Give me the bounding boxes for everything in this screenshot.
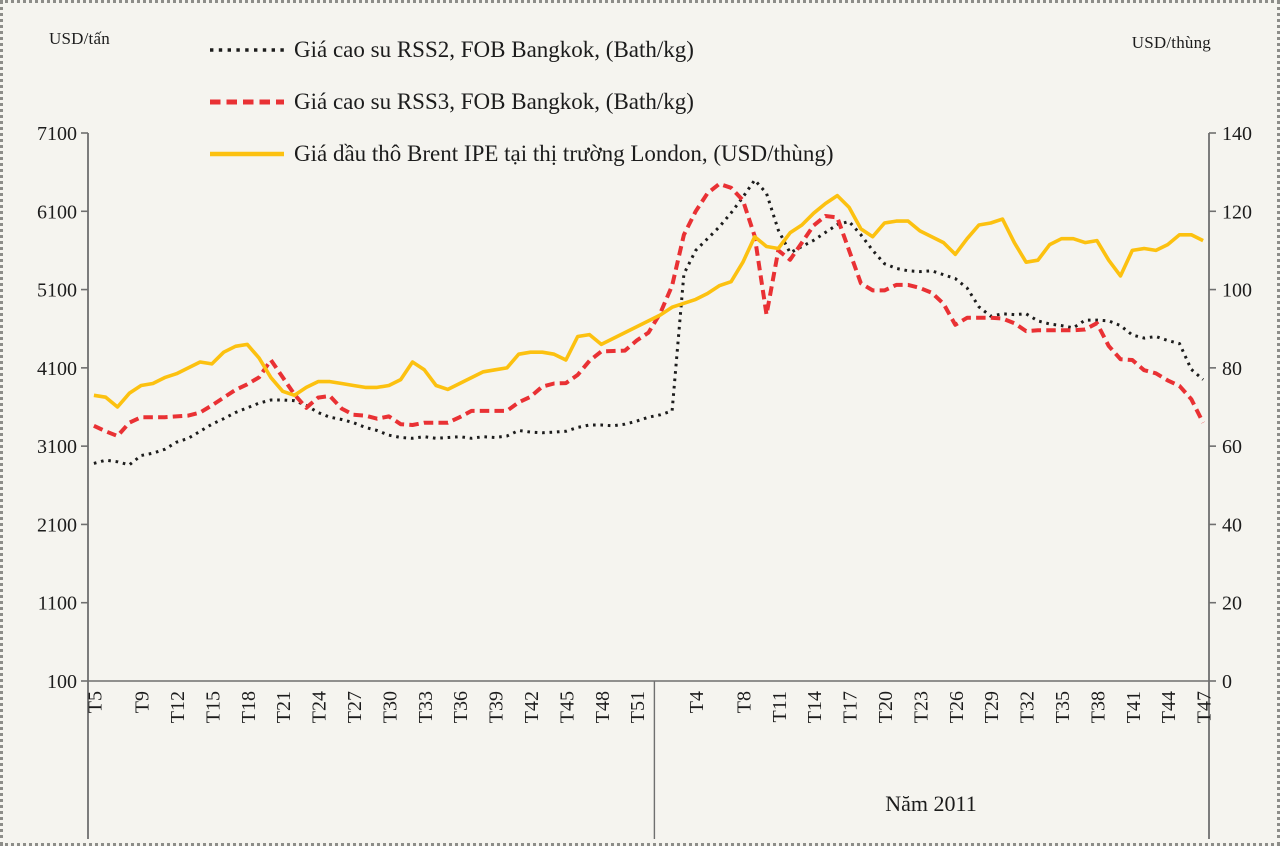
- legend-item-rss2: Giá cao su RSS2, FOB Bangkok, (Bath/kg): [208, 37, 694, 63]
- x-axis-tick-label: T36: [450, 691, 472, 723]
- right-axis-tick-label: 100: [1222, 280, 1252, 302]
- x-axis-tick-label: T41: [1123, 691, 1145, 723]
- right-axis-tick-label: 0: [1222, 671, 1232, 693]
- x-axis-tick-label: T48: [592, 691, 614, 723]
- left-axis-title: USD/tấn: [49, 29, 110, 48]
- right-axis-tick-label: 60: [1222, 436, 1242, 458]
- left-axis-tick-label: 2100: [37, 514, 77, 536]
- right-axis-title: USD/thùng: [1131, 33, 1211, 52]
- x-axis-tick-label: T5: [84, 691, 106, 713]
- x-axis-tick-label: T14: [804, 691, 826, 723]
- x-axis-tick-label: T12: [167, 691, 189, 723]
- x-axis-tick-label: T39: [486, 691, 508, 723]
- x-axis-tick-label: T30: [379, 691, 401, 723]
- x-axis-tick-label: T38: [1087, 691, 1109, 723]
- year-2011-group-label: Năm 2011: [885, 791, 977, 816]
- left-axis-tick-label: 6100: [37, 201, 77, 223]
- dashed-line-swatch-icon: [210, 99, 284, 105]
- right-axis-tick-label: 40: [1222, 514, 1242, 536]
- legend-label-rss3: Giá cao su RSS3, FOB Bangkok, (Bath/kg): [294, 89, 694, 114]
- x-axis-tick-label: T11: [769, 691, 791, 722]
- right-axis-tick-label: 140: [1222, 123, 1252, 145]
- series-line-rss3: [93, 181, 1205, 438]
- right-axis-tick-label: 80: [1222, 358, 1242, 380]
- x-axis-tick-label: T8: [733, 691, 755, 713]
- x-axis-tick-label: T4: [686, 691, 708, 713]
- series-line-rss2: [93, 178, 1205, 467]
- x-axis-tick-label: T47: [1194, 691, 1216, 723]
- x-axis-tick-label: T44: [1158, 691, 1180, 723]
- left-axis-tick-label: 100: [47, 671, 77, 693]
- x-axis-tick-label: T26: [946, 691, 968, 723]
- dotted-line-swatch-icon: [210, 48, 284, 52]
- x-axis-tick-label: T9: [132, 691, 154, 713]
- series-line-brent: [93, 193, 1204, 409]
- x-axis-tick-label: T18: [238, 691, 260, 723]
- right-axis-tick-label: 120: [1222, 201, 1252, 223]
- x-axis-tick-label: T23: [910, 691, 932, 723]
- x-axis-tick-label: T21: [273, 691, 295, 723]
- solid-line-swatch-icon: [210, 151, 284, 157]
- left-axis-tick-label: 3100: [37, 436, 77, 458]
- x-axis-tick-label: T17: [840, 691, 862, 723]
- price-chart-plot-area: 7100 6100 5100 4100 3100 2100 1100 100 140 120 100…: [37, 123, 1252, 839]
- legend-item-brent: Giá dầu thô Brent IPE tại thị trường Lon…: [208, 141, 834, 167]
- x-axis-tick-label: T35: [1052, 691, 1074, 723]
- right-axis-tick-label: 20: [1222, 593, 1242, 615]
- x-axis-tick-label: T29: [981, 691, 1003, 723]
- x-axis-tick-label: T15: [202, 691, 224, 723]
- legend-label-brent: Giá dầu thô Brent IPE tại thị trường Lon…: [294, 141, 834, 166]
- x-axis-tick-label: T33: [415, 691, 437, 723]
- left-axis-tick-label: 7100: [37, 123, 77, 145]
- left-axis-tick-label: 5100: [37, 280, 77, 302]
- x-axis-tick-label: T24: [309, 691, 331, 723]
- legend-item-rss3: Giá cao su RSS3, FOB Bangkok, (Bath/kg): [208, 89, 694, 115]
- x-axis-tick-label: T45: [556, 691, 578, 723]
- x-axis-tick-label: T42: [521, 691, 543, 723]
- legend-label-rss2: Giá cao su RSS2, FOB Bangkok, (Bath/kg): [294, 37, 694, 62]
- left-axis-tick-label: 1100: [38, 593, 77, 615]
- left-axis-tick-label: 4100: [37, 358, 77, 380]
- x-axis-tick-label: T20: [875, 691, 897, 723]
- x-axis-tick-label: T27: [344, 691, 366, 723]
- x-axis-tick-label: T51: [627, 691, 649, 723]
- x-axis-tick-label: T32: [1017, 691, 1039, 723]
